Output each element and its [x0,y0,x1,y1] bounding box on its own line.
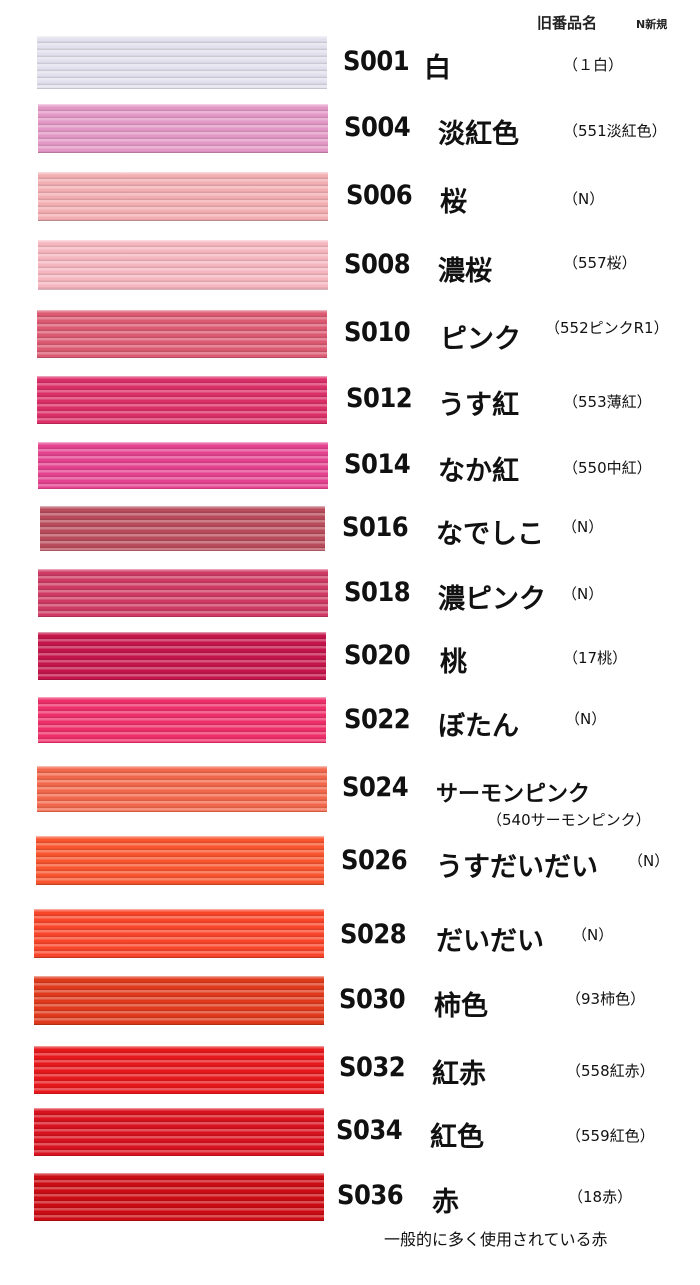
color-row: S026 うすだいだい （N） [0,836,700,885]
color-name: 赤 [432,1187,459,1218]
color-swatch [36,836,324,885]
old-name: （17桃） [563,649,628,667]
header-new-label: N新規 [636,18,668,31]
color-swatch [34,1046,324,1094]
old-name: （N） [563,190,605,208]
color-code: S006 [346,180,413,211]
color-name: 淡紅色 [438,119,519,150]
color-row: S001 白 （１白） [0,36,700,89]
color-row: S016 なでしこ （N） [0,506,700,551]
color-name: うすだいだい [436,852,598,883]
color-name: なでしこ [436,519,544,550]
color-code: S034 [336,1115,403,1146]
color-swatch [37,376,327,424]
old-name: （１白） [563,56,624,74]
color-row: S020 桃 （17桃） [0,632,700,680]
old-name: （550中紅） [563,459,652,477]
color-name: 濃ピンク [438,584,546,615]
old-name: （N） [628,852,670,870]
color-row: S012 うす紅 （553薄紅） [0,376,700,424]
old-name: （558紅赤） [566,1062,655,1080]
color-name: 紅色 [430,1122,484,1153]
color-swatch [34,1108,324,1156]
color-code: S010 [344,317,411,348]
old-name: （551淡紅色） [563,122,667,140]
color-row: S010 ピンク （552ピンクR1） [0,310,700,358]
color-swatch [38,172,328,221]
old-name: （540サーモンピンク） [487,811,651,829]
color-code: S016 [342,512,409,543]
color-swatch [34,976,324,1025]
old-name: （557桜） [563,254,637,272]
color-swatch [34,1173,324,1221]
color-swatch [40,506,325,551]
old-name: （552ピンクR1） [545,319,669,337]
color-name: だいだい [436,926,544,957]
old-name: （559紅色） [566,1127,655,1145]
color-name: 柿色 [434,991,488,1022]
color-name: うす紅 [438,390,519,421]
color-swatch [37,310,327,358]
color-code: S028 [340,919,407,950]
old-name: （N） [562,585,604,603]
color-name: 桜 [440,187,467,218]
color-code: S026 [341,845,408,876]
color-code: S014 [344,449,411,480]
footer-note: 一般的に多く使用されている赤 [384,1230,608,1249]
old-name: （18赤） [568,1188,633,1206]
color-row: S018 濃ピンク （N） [0,569,700,617]
old-name: （553薄紅） [563,393,652,411]
old-name: （N） [565,710,607,728]
color-name: 桃 [440,647,467,678]
color-swatch [38,569,328,617]
color-code: S008 [344,249,411,280]
color-swatch [38,442,328,489]
color-code: S004 [344,112,411,143]
color-code: S018 [344,577,411,608]
color-row: S024 サーモンピンク （540サーモンピンク） [0,766,700,829]
old-name: （93柿色） [566,990,646,1008]
color-swatch [37,766,327,812]
color-swatch [38,240,328,290]
color-name: 白 [424,53,451,84]
color-code: S032 [339,1052,406,1083]
old-name: （N） [572,926,614,944]
color-code: S020 [344,640,411,671]
color-row: S030 柿色 （93柿色） [0,976,700,1025]
color-row: S022 ぼたん （N） [0,697,700,743]
color-name: 濃桜 [438,256,492,287]
old-name: （N） [562,518,604,536]
color-swatch [34,909,324,958]
color-row: S028 だいだい （N） [0,909,700,958]
color-row: S014 なか紅 （550中紅） [0,442,700,489]
color-code: S036 [337,1180,404,1211]
color-row: S008 濃桜 （557桜） [0,240,700,290]
color-name: ピンク [440,324,521,355]
color-code: S001 [343,46,410,77]
color-code: S024 [342,772,409,803]
color-name: なか紅 [438,456,519,487]
color-row: S004 淡紅色 （551淡紅色） [0,104,700,153]
color-row: S034 紅色 （559紅色） [0,1108,700,1156]
color-code: S030 [339,984,406,1015]
color-row: S032 紅赤 （558紅赤） [0,1046,700,1094]
color-name: ぼたん [438,711,519,742]
color-swatch [38,104,328,153]
color-swatch [38,632,326,680]
color-swatch [38,697,326,743]
color-row: S036 赤 （18赤） [0,1173,700,1221]
color-name: サーモンピンク [436,782,591,807]
color-row: S006 桜 （N） [0,172,700,221]
header-old-label: 旧番品名 [537,14,598,32]
color-code: S022 [344,704,411,735]
color-name: 紅赤 [432,1059,486,1090]
color-swatch [37,36,327,89]
color-code: S012 [346,383,413,414]
